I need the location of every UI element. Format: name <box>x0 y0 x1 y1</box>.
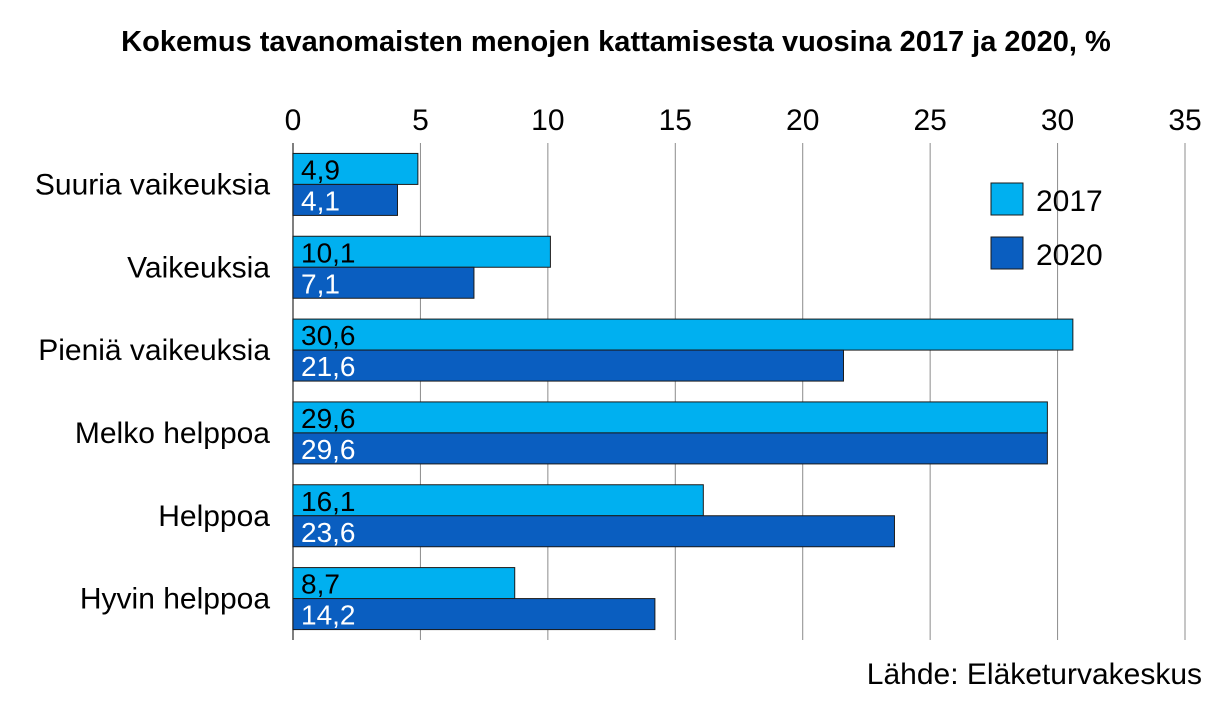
x-tick-label: 15 <box>659 104 692 137</box>
legend-swatch-2017 <box>990 182 1024 216</box>
legend-label: 2020 <box>1036 239 1103 272</box>
data-label: 10,1 <box>301 237 356 268</box>
category-label: Pieniä vaikeuksia <box>38 334 270 367</box>
bar-2020 <box>292 349 844 382</box>
bar-2017 <box>292 401 1048 434</box>
x-axis-ticks: 0 5 10 15 20 25 30 35 <box>285 104 1202 137</box>
category-labels: Suuria vaikeuksia Vaikeuksia Pieniä vaikeu… <box>35 168 270 615</box>
bar-2020 <box>292 183 398 216</box>
x-tick-label: 10 <box>531 104 564 137</box>
category-label: Suuria vaikeuksia <box>35 168 270 201</box>
bar-2020 <box>292 515 895 548</box>
data-label: 4,1 <box>301 185 340 216</box>
bar-2020 <box>292 266 475 299</box>
x-tick-label: 30 <box>1041 104 1074 137</box>
x-tick-label: 5 <box>412 104 429 137</box>
legend-swatch-2020 <box>990 236 1024 270</box>
data-label: 14,2 <box>301 600 356 631</box>
data-label: 21,6 <box>301 351 356 382</box>
bar-2017 <box>292 152 419 185</box>
data-label: 8,7 <box>301 569 340 600</box>
x-tick-label: 20 <box>786 104 819 137</box>
gridlines <box>292 143 1186 640</box>
data-label: 23,6 <box>301 517 356 548</box>
data-label: 29,6 <box>301 434 356 465</box>
bars: 4,94,1 10,17,1 30,621,6 29,629,6 16,123,6 8,7… <box>292 152 1074 631</box>
legend-label: 2017 <box>1036 185 1103 218</box>
x-tick-label: 0 <box>285 104 302 137</box>
category-label: Hyvin helppoa <box>80 583 270 616</box>
bar-2017 <box>292 484 704 517</box>
bar-2017 <box>292 235 551 268</box>
chart-title: Kokemus tavanomaisten menojen kattamises… <box>121 26 1111 58</box>
data-label: 16,1 <box>301 486 356 517</box>
data-label: 7,1 <box>301 268 340 299</box>
data-label: 29,6 <box>301 403 356 434</box>
category-label: Vaikeuksia <box>127 251 270 284</box>
legend: 2017 2020 <box>990 182 1103 272</box>
source-note: Lähde: Eläketurvakeskus <box>866 658 1202 691</box>
category-label: Helppoa <box>158 500 270 533</box>
category-label: Melko helppoa <box>75 417 270 450</box>
x-tick-label: 25 <box>913 104 946 137</box>
bar-2017 <box>292 318 1074 351</box>
bar-2020 <box>292 432 1048 465</box>
x-tick-label: 35 <box>1168 104 1201 137</box>
bar-2020 <box>292 598 656 631</box>
bar-2017 <box>292 567 516 600</box>
data-label: 4,9 <box>301 154 340 185</box>
data-label: 30,6 <box>301 320 356 351</box>
